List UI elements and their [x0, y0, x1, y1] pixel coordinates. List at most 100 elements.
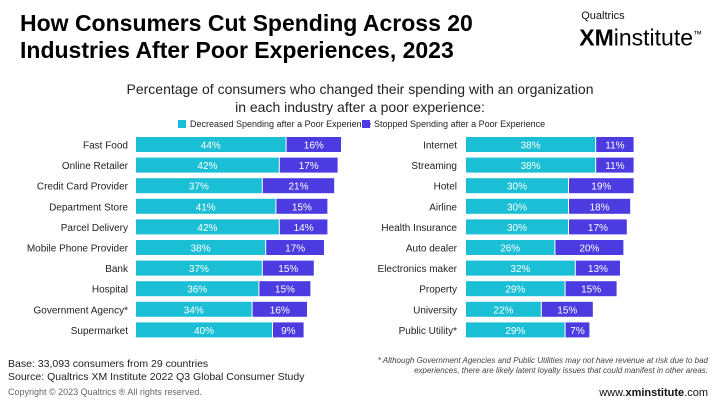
- category-label-electronics-maker: Electronics maker: [378, 264, 458, 275]
- data-label-decreased-health-insurance: 30%: [507, 223, 527, 234]
- data-label-stopped-online-retailer: 17%: [299, 161, 319, 172]
- data-label-stopped-internet: 11%: [605, 141, 624, 152]
- bar-decreased-supermarket: [136, 322, 272, 338]
- category-label-auto-dealer: Auto dealer: [406, 244, 458, 255]
- legend-decreased-label: Decreased Spending after a Poor Experien…: [190, 119, 372, 129]
- subtitle-line-1: Percentage of consumers who changed thei…: [126, 81, 594, 97]
- bar-decreased-department-store: [136, 198, 276, 214]
- category-label-hotel: Hotel: [434, 182, 457, 193]
- bar-stopped-streaming: [596, 157, 634, 173]
- bar-decreased-hotel: [466, 178, 568, 194]
- data-label-stopped-public-utility: 7%: [570, 326, 585, 337]
- data-label-decreased-university: 22%: [493, 305, 513, 316]
- category-label-online-retailer: Online Retailer: [62, 161, 129, 172]
- data-label-stopped-property: 15%: [581, 285, 601, 296]
- bar-decreased-online-retailer: [136, 157, 279, 173]
- subtitle-line-2: in each industry after a poor experience…: [235, 99, 485, 115]
- footer-note: * Although Government Agencies and Publi…: [377, 356, 708, 375]
- legend-stopped-swatch: [362, 120, 370, 128]
- footer-copyright: Copyright © 2023 Qualtrics ® All rights …: [8, 387, 202, 397]
- category-label-university: University: [413, 305, 457, 316]
- data-label-decreased-credit-card-provider: 37%: [189, 182, 209, 193]
- bar-stopped-electronics-maker: [575, 260, 620, 276]
- data-label-stopped-parcel-delivery: 14%: [294, 223, 314, 234]
- url-suffix: .com: [684, 387, 708, 399]
- bar-stopped-fast-food: [286, 137, 341, 152]
- bar-decreased-government-agency: [136, 301, 252, 317]
- data-label-stopped-department-store: 15%: [292, 202, 312, 213]
- data-label-stopped-electronics-maker: 13%: [588, 264, 608, 275]
- category-label-public-utility: Public Utility*: [399, 326, 457, 337]
- bar-decreased-credit-card-provider: [136, 178, 262, 194]
- data-label-decreased-hotel: 30%: [507, 182, 527, 193]
- chart-subtitle: Percentage of consumers who changed thei…: [0, 80, 720, 116]
- bar-decreased-university: [466, 301, 541, 317]
- data-label-decreased-electronics-maker: 32%: [510, 264, 530, 275]
- data-label-stopped-government-agency: 16%: [270, 305, 290, 316]
- bar-decreased-auto-dealer: [466, 240, 555, 255]
- data-label-stopped-hospital: 15%: [275, 285, 295, 296]
- category-label-supermarket: Supermarket: [71, 326, 128, 337]
- bar-stopped-parcel-delivery: [279, 219, 328, 235]
- data-label-stopped-auto-dealer: 20%: [579, 244, 599, 255]
- category-label-mobile-phone-provider: Mobile Phone Provider: [27, 244, 129, 255]
- data-label-decreased-internet: 38%: [521, 141, 541, 152]
- url-prefix: www.: [599, 387, 626, 399]
- category-label-streaming: Streaming: [411, 161, 457, 172]
- chart-title: How Consumers Cut Spending Across 20 Ind…: [20, 10, 473, 63]
- category-label-bank: Bank: [105, 264, 129, 275]
- bar-stopped-credit-card-provider: [262, 178, 335, 194]
- category-label-health-insurance: Health Insurance: [381, 223, 457, 234]
- bar-decreased-parcel-delivery: [136, 219, 279, 235]
- data-label-stopped-supermarket: 9%: [281, 326, 296, 337]
- data-label-decreased-department-store: 41%: [196, 202, 216, 213]
- data-label-stopped-fast-food: 16%: [304, 141, 324, 152]
- bar-stopped-online-retailer: [279, 157, 338, 173]
- url-bold: xminstitute: [625, 387, 685, 399]
- data-label-stopped-airline: 18%: [590, 202, 610, 213]
- data-label-decreased-hospital: 36%: [187, 285, 207, 296]
- data-label-decreased-streaming: 38%: [521, 161, 541, 172]
- data-label-decreased-fast-food: 44%: [201, 141, 221, 152]
- bar-decreased-airline: [466, 198, 568, 214]
- bar-decreased-bank: [136, 260, 262, 276]
- bar-decreased-streaming: [466, 157, 596, 173]
- data-label-stopped-hotel: 19%: [591, 182, 611, 193]
- category-label-hospital: Hospital: [92, 285, 128, 296]
- bar-decreased-hospital: [136, 281, 259, 297]
- bar-decreased-internet: [466, 137, 596, 152]
- data-label-decreased-government-agency: 34%: [184, 305, 204, 316]
- data-label-decreased-parcel-delivery: 42%: [197, 223, 217, 234]
- data-label-decreased-supermarket: 40%: [194, 326, 214, 337]
- category-label-property: Property: [419, 285, 457, 296]
- legend-stopped: Stopped Spending after a Poor Experience: [362, 119, 545, 129]
- bar-stopped-government-agency: [252, 301, 307, 317]
- data-label-decreased-bank: 37%: [189, 264, 209, 275]
- bar-decreased-health-insurance: [466, 219, 568, 235]
- category-label-internet: Internet: [423, 141, 457, 152]
- bar-stopped-public-utility: [565, 322, 590, 338]
- bar-decreased-electronics-maker: [466, 260, 575, 276]
- brand-logo: Qualtrics XMinstitute™: [579, 10, 702, 50]
- legend-stopped-label: Stopped Spending after a Poor Experience: [374, 119, 546, 129]
- brand-xm: XM: [579, 24, 614, 51]
- data-label-decreased-mobile-phone-provider: 38%: [191, 244, 211, 255]
- brand-company: Qualtrics: [581, 10, 625, 22]
- bar-stopped-auto-dealer: [555, 240, 624, 255]
- bar-stopped-airline: [569, 198, 631, 214]
- brand-institute: institute: [613, 24, 693, 51]
- category-label-fast-food: Fast Food: [83, 141, 128, 152]
- footer-base: Base: 33,093 consumers from 29 countries: [8, 358, 209, 370]
- footer-source: Source: Qualtrics XM Institute 2022 Q3 G…: [8, 371, 305, 383]
- data-label-decreased-property: 29%: [505, 285, 525, 296]
- category-label-government-agency: Government Agency*: [34, 305, 129, 316]
- category-label-department-store: Department Store: [49, 202, 128, 213]
- footer-base-source: Base: 33,093 consumers from 29 countries…: [8, 358, 304, 384]
- legend-decreased-swatch: [178, 120, 186, 128]
- data-label-stopped-health-insurance: 17%: [588, 223, 608, 234]
- footer-url[interactable]: www.xminstitute.com: [599, 387, 708, 399]
- bar-stopped-mobile-phone-provider: [266, 240, 324, 255]
- bar-stopped-internet: [596, 137, 634, 152]
- bar-decreased-fast-food: [136, 137, 286, 152]
